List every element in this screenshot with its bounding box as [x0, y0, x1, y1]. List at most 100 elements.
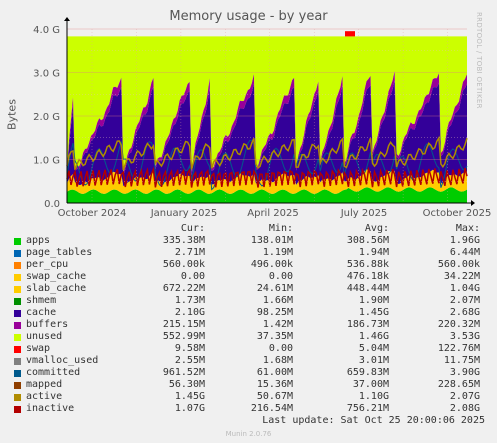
legend-swatch: [14, 322, 21, 329]
legend-max-value: 560.00k: [437, 259, 480, 270]
legend-swatch: [14, 394, 21, 401]
legend-row: inactive 1.07G 216.54M 756.21M 2.08G: [10, 403, 490, 415]
legend-min-value: 15.36M: [256, 379, 293, 390]
legend-swatch: [14, 382, 21, 389]
legend-cur-value: 56.30M: [168, 379, 205, 390]
legend-cur-value: 0.00: [180, 271, 205, 282]
y-tick-label: 4.0 G: [33, 25, 60, 36]
legend-max-value: 2.08G: [449, 403, 480, 414]
legend-row: swap 9.58M 0.00 5.04M 122.76M: [10, 343, 490, 355]
legend-swatch: [14, 406, 21, 413]
legend-row: page_tables 2.71M 1.19M 1.94M 6.44M: [10, 247, 490, 259]
legend-min-value: 0.00: [268, 343, 293, 354]
legend-series-name: cache: [26, 307, 57, 318]
memory-area-chart: 0.0 1.0 G 2.0 G 3.0 G 4.0 G October 2024 Janua…: [33, 17, 492, 219]
legend-avg-value: 3.01M: [358, 355, 389, 366]
legend-max-value: 3.53G: [449, 331, 480, 342]
legend-avg-value: 1.45G: [358, 307, 389, 318]
line-inactive: [66, 166, 468, 188]
legend-min-value: 1.19M: [262, 247, 293, 258]
legend-avg-value: 756.21M: [346, 403, 389, 414]
legend-series-name: active: [26, 391, 63, 402]
legend-series-name: per_cpu: [26, 259, 69, 270]
x-tick-label: July 2025: [340, 208, 388, 219]
y-tick-label: 3.0 G: [33, 69, 60, 80]
last-update: Last update: Sat Oct 25 20:00:06 2025: [262, 415, 485, 426]
area-swap: [345, 31, 355, 37]
chart-title: Memory usage - by year: [169, 9, 328, 24]
legend-series-name: committed: [26, 367, 81, 378]
legend-min-value: 61.00M: [256, 367, 293, 378]
legend-max-value: 1.96G: [449, 235, 480, 246]
legend-min-value: 138.01M: [250, 235, 293, 246]
x-tick-label: January 2025: [150, 208, 218, 219]
legend-header-cell: Min:: [268, 223, 293, 234]
legend-series-name: mapped: [26, 379, 63, 390]
area-apps: [67, 187, 467, 203]
x-tick-label: October 2025: [423, 208, 492, 219]
y-tick-label: 0.0: [44, 199, 60, 210]
legend-min-value: 216.54M: [250, 403, 293, 414]
legend-row: vmalloc_used 2.55M 1.68M 3.01M 11.75M: [10, 355, 490, 367]
legend-avg-value: 659.83M: [346, 367, 389, 378]
legend-row: committed 961.52M 61.00M 659.83M 3.90G: [10, 367, 490, 379]
legend-swatch: [14, 250, 21, 257]
legend-header-cell: Max:: [455, 223, 480, 234]
legend-max-value: 220.32M: [437, 319, 480, 330]
legend-avg-value: 5.04M: [358, 343, 389, 354]
legend-series-name: slab_cache: [26, 283, 87, 294]
x-tick-label: October 2024: [58, 208, 127, 219]
legend-row: unused 552.99M 37.35M 1.46G 3.53G: [10, 331, 490, 343]
y-tick-label: 1.0 G: [33, 156, 60, 167]
x-tick-label: April 2025: [247, 208, 298, 219]
legend-row: mapped 56.30M 15.36M 37.00M 228.65M: [10, 379, 490, 391]
munin-version: Munin 2.0.76: [225, 430, 272, 438]
line-committed: [66, 139, 468, 191]
legend-cur-value: 215.15M: [162, 319, 205, 330]
y-axis-arrow: [64, 17, 70, 21]
legend-row: cache 2.10G 98.25M 1.45G 2.68G: [10, 307, 490, 319]
legend-cur-value: 1.73M: [174, 295, 205, 306]
legend-max-value: 228.65M: [437, 379, 480, 390]
legend-cur-value: 335.38M: [162, 235, 205, 246]
legend-row: per_cpu 560.00k 496.00k 536.88k 560.00k: [10, 259, 490, 271]
legend-row: apps 335.38M 138.01M 308.56M 1.96G: [10, 235, 490, 247]
legend-min-value: 98.25M: [256, 307, 293, 318]
legend-series-name: unused: [26, 331, 63, 342]
legend-max-value: 1.04G: [449, 283, 480, 294]
legend-swatch: [14, 358, 21, 365]
legend-avg-value: 536.88k: [346, 259, 389, 270]
legend-min-value: 24.61M: [256, 283, 293, 294]
legend-header: Cur: Min: Avg: Max:: [10, 223, 490, 235]
legend-row: swap_cache 0.00 0.00 476.18k 34.22M: [10, 271, 490, 283]
legend-avg-value: 186.73M: [346, 319, 389, 330]
legend-swatch: [14, 274, 21, 281]
legend-row: shmem 1.73M 1.66M 1.90M 2.07M: [10, 295, 490, 307]
legend-max-value: 11.75M: [443, 355, 480, 366]
legend-min-value: 1.42M: [262, 319, 293, 330]
legend-avg-value: 476.18k: [346, 271, 389, 282]
legend-series-name: shmem: [26, 295, 57, 306]
legend-series-name: apps: [26, 235, 51, 246]
legend-cur-value: 552.99M: [162, 331, 205, 342]
legend-avg-value: 1.46G: [358, 331, 389, 342]
legend-header-cell: Avg:: [364, 223, 389, 234]
legend-min-value: 1.68M: [262, 355, 293, 366]
legend-min-value: 0.00: [268, 271, 293, 282]
legend-series-name: swap: [26, 343, 51, 354]
legend-cur-value: 2.55M: [174, 355, 205, 366]
legend-cur-value: 1.45G: [174, 391, 205, 402]
legend-series-name: buffers: [26, 319, 69, 330]
legend-row: buffers 215.15M 1.42M 186.73M 220.32M: [10, 319, 490, 331]
area-unused: [67, 36, 467, 173]
legend-max-value: 3.90G: [449, 367, 480, 378]
x-axis-arrow: [471, 200, 475, 206]
legend-swatch: [14, 238, 21, 245]
legend-avg-value: 1.90M: [358, 295, 389, 306]
legend-avg-value: 1.10G: [358, 391, 389, 402]
legend-avg-value: 448.44M: [346, 283, 389, 294]
legend-min-value: 37.35M: [256, 331, 293, 342]
legend-swatch: [14, 286, 21, 293]
legend-row: active 1.45G 50.67M 1.10G 2.07G: [10, 391, 490, 403]
legend-avg-value: 308.56M: [346, 235, 389, 246]
